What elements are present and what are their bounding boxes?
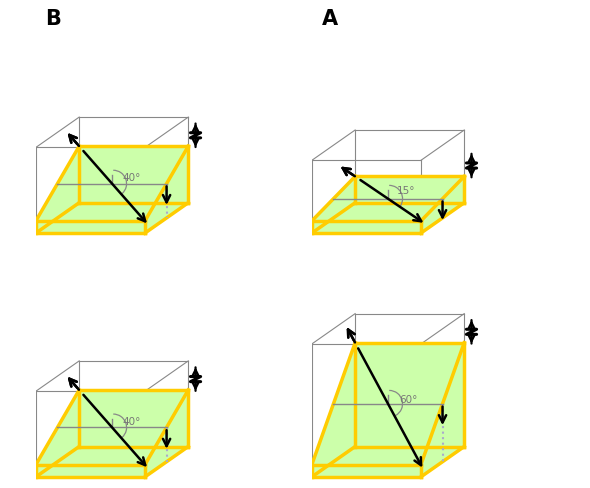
- Polygon shape: [36, 465, 145, 477]
- Polygon shape: [421, 177, 464, 234]
- Text: 60°: 60°: [399, 394, 417, 404]
- Polygon shape: [312, 177, 464, 222]
- Text: A: A: [322, 9, 337, 29]
- Polygon shape: [312, 177, 355, 234]
- Text: 40°: 40°: [122, 172, 140, 183]
- Polygon shape: [36, 390, 79, 477]
- Polygon shape: [36, 147, 188, 222]
- Polygon shape: [312, 465, 421, 477]
- Polygon shape: [145, 147, 188, 234]
- Polygon shape: [36, 390, 188, 465]
- Polygon shape: [312, 343, 355, 477]
- Polygon shape: [36, 147, 79, 234]
- Polygon shape: [36, 222, 145, 234]
- Polygon shape: [421, 343, 464, 477]
- Polygon shape: [145, 390, 188, 477]
- Text: B: B: [45, 9, 61, 29]
- Text: 15°: 15°: [397, 185, 415, 195]
- Polygon shape: [312, 343, 464, 465]
- Text: 40°: 40°: [122, 416, 140, 426]
- Polygon shape: [312, 222, 421, 234]
